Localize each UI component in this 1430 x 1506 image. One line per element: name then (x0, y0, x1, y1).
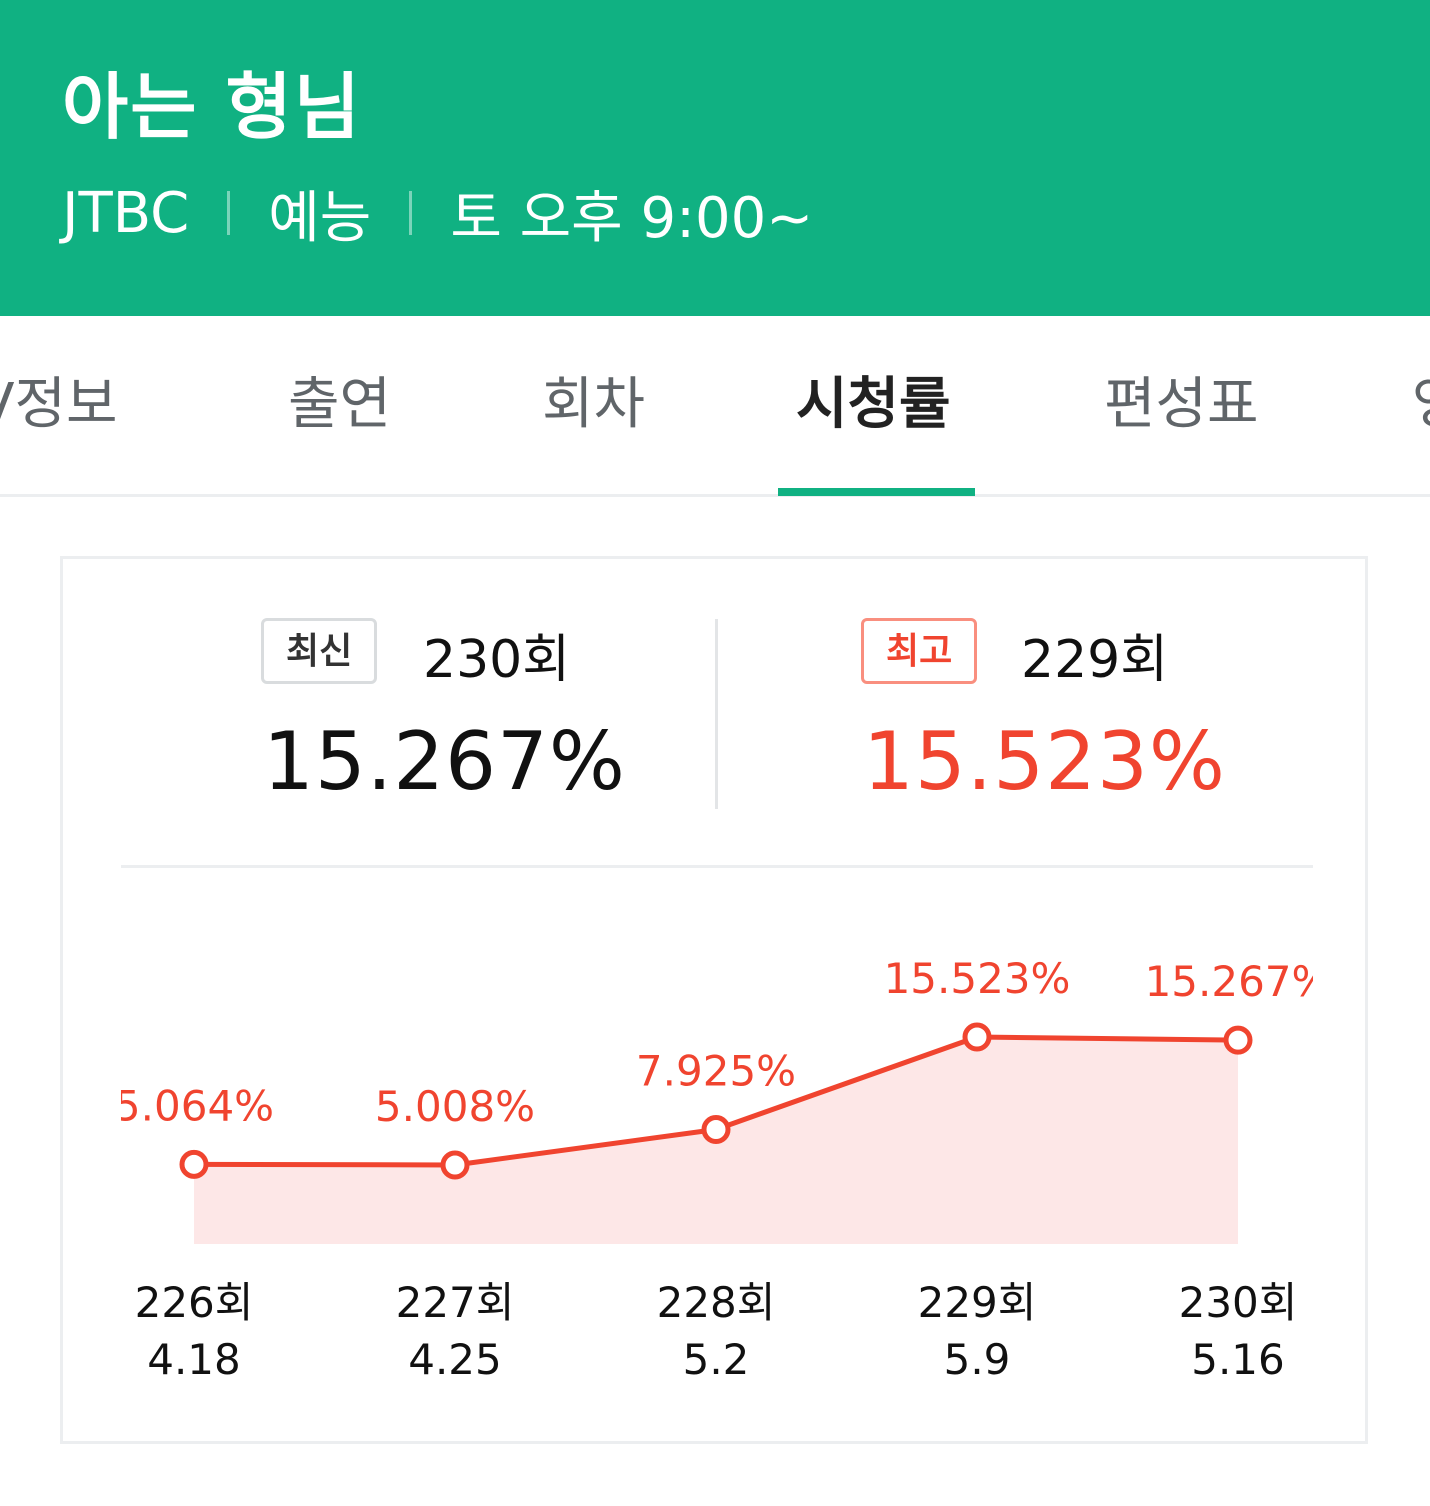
summary-divider (715, 619, 718, 809)
chart-point (962, 1022, 992, 1052)
ratings-line-chart: 5.064% 226회 4.18 5.008% 227회 4.25 7.925% 228회 5.… (121, 954, 1313, 1384)
chart-x-category: 226회 (135, 1278, 254, 1327)
chart-data-label: 15.523% (884, 954, 1071, 1003)
latest-badge: 최신 (261, 618, 378, 684)
genre-label: 예능 (268, 185, 372, 251)
best-episode: 229회 (1021, 630, 1169, 690)
tab-schedule[interactable]: 편성표 (1104, 372, 1259, 437)
chart-point (1223, 1025, 1253, 1055)
latest-episode: 230회 (423, 630, 571, 690)
chart-x-date: 4.18 (147, 1335, 241, 1384)
chart-point (701, 1114, 731, 1144)
tab-bar: TV정보 출연 회차 시청률 편성표 영상 (0, 316, 1430, 497)
active-tab-indicator (778, 488, 975, 496)
chart-x-date: 5.16 (1191, 1335, 1285, 1384)
section-divider (121, 865, 1313, 868)
chart-data-label: 5.064% (121, 1081, 274, 1130)
tab-cast[interactable]: 출연 (288, 372, 392, 437)
chart-data-label: 15.267% (1145, 957, 1313, 1006)
tab-tv-info[interactable]: TV정보 (0, 372, 118, 437)
chart-point (440, 1150, 470, 1180)
best-rating: 15.523% (863, 715, 1226, 808)
chart-x-category: 227회 (396, 1278, 515, 1327)
airtime-label: 토 오후 9:00~ (450, 185, 814, 251)
tab-videos[interactable]: 영상 (1412, 360, 1430, 450)
chart-x-category: 229회 (918, 1278, 1037, 1327)
chart-x-category: 228회 (657, 1278, 776, 1327)
chart-x-date: 5.9 (944, 1335, 1011, 1384)
best-badge: 최고 (861, 618, 978, 684)
ratings-card: 최신 230회 15.267% 최고 229회 15.523% 5.064% 22… (60, 556, 1368, 1444)
tab-ratings[interactable]: 시청률 (796, 372, 951, 437)
latest-rating: 15.267% (263, 715, 626, 808)
meta-divider (409, 191, 413, 235)
chart-x-category: 230회 (1179, 1278, 1298, 1327)
chart-x-date: 5.2 (683, 1335, 750, 1384)
program-meta: JTBC 예능 토 오후 9:00~ (62, 178, 813, 251)
tab-episodes[interactable]: 회차 (542, 372, 646, 437)
channel-label: JTBC (62, 180, 190, 246)
program-header: 아는 형님 JTBC 예능 토 오후 9:00~ (0, 0, 1430, 316)
chart-data-label: 7.925% (636, 1046, 796, 1095)
chart-x-date: 4.25 (408, 1335, 502, 1384)
program-title: 아는 형님 (62, 65, 363, 149)
chart-point (179, 1149, 209, 1179)
meta-divider (227, 191, 231, 235)
chart-data-label: 5.008% (375, 1082, 535, 1131)
